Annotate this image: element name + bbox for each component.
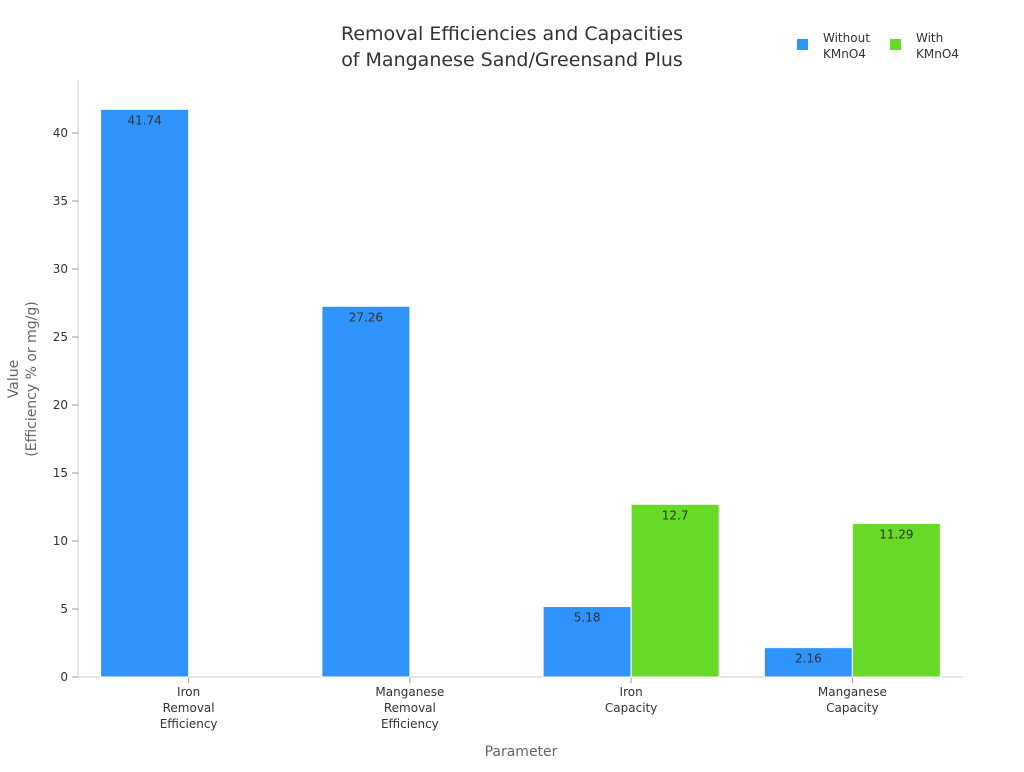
x-axis-label: Parameter (485, 744, 558, 760)
chart-title-line-2: of Manganese Sand/Greensand Plus (341, 49, 683, 71)
bar (321, 305, 411, 678)
y-axis-label-1: Value (6, 360, 22, 398)
y-tick-label: 5 (60, 602, 68, 616)
x-tick-label: Manganese (375, 685, 444, 699)
y-tick-label: 20 (53, 398, 68, 412)
data-label: 27.26 (349, 310, 383, 324)
y-tick-label: 25 (53, 330, 68, 344)
bar (100, 108, 190, 678)
legend-label-without-1: Without (823, 31, 870, 45)
y-tick-label: 10 (53, 534, 68, 548)
y-tick-label: 30 (53, 262, 68, 276)
x-tick-label: Removal (384, 701, 436, 715)
data-label: 12.7 (662, 508, 689, 522)
data-label: 11.29 (879, 527, 913, 541)
x-tick-label: Efficiency (160, 717, 218, 731)
x-tick-label: Iron (620, 685, 643, 699)
data-label: 2.16 (795, 652, 822, 666)
data-label: 5.18 (574, 611, 601, 625)
y-tick-label: 35 (53, 194, 68, 208)
legend-label-without-2: KMnO4 (823, 47, 866, 61)
x-tick-label: Efficiency (381, 717, 439, 731)
y-tick-label: 0 (60, 670, 68, 684)
y-tick-label: 15 (53, 466, 68, 480)
chart-title-line-1: Removal Efficiencies and Capacities (341, 23, 683, 45)
x-tick-label: Removal (163, 701, 215, 715)
x-tick-label: Manganese (818, 685, 887, 699)
x-tick-label: Capacity (605, 701, 657, 715)
data-label: 41.74 (127, 113, 161, 127)
bar (851, 522, 941, 678)
x-tick-label: Capacity (826, 701, 878, 715)
y-tick-label: 40 (53, 126, 68, 140)
legend-swatch-without (797, 39, 808, 50)
legend-label-with-1: With (916, 31, 943, 45)
bar (630, 503, 720, 678)
legend-label-with-2: KMnO4 (916, 47, 959, 61)
legend-swatch-with (890, 39, 901, 50)
x-tick-label: Iron (177, 685, 200, 699)
y-axis-label-2: (Efficiency % or mg/g) (24, 301, 40, 456)
